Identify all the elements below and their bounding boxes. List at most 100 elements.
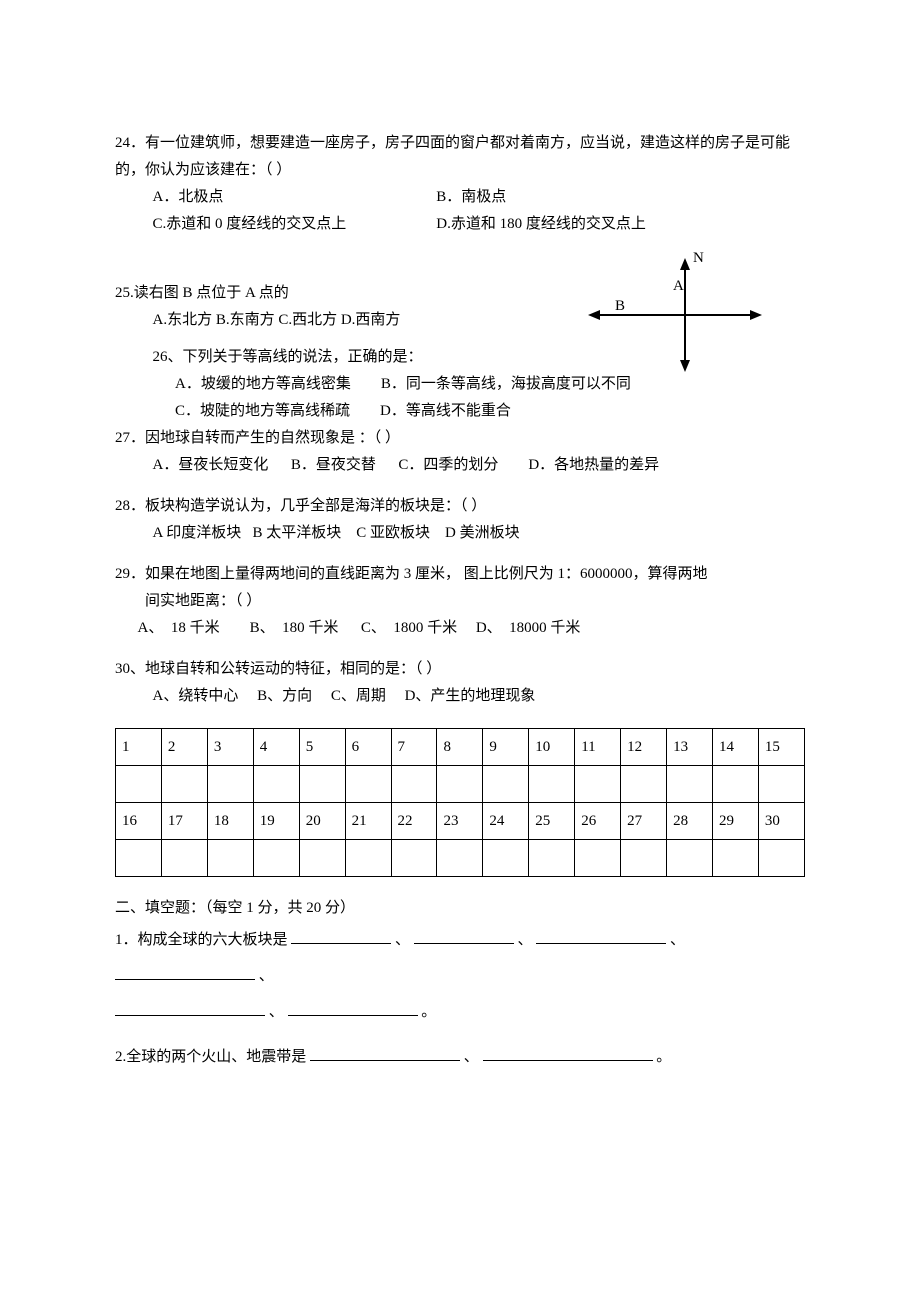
period: 。 xyxy=(421,1004,436,1020)
cell[interactable] xyxy=(116,840,162,877)
cell[interactable] xyxy=(529,840,575,877)
q30-stem: 30、地球自转和公转运动的特征，相同的是：（ ） xyxy=(115,656,805,683)
section2-title: 二、填空题：（每空 1 分，共 20 分） xyxy=(115,895,805,922)
cell: 1 xyxy=(116,729,162,766)
compass-arrow-s xyxy=(680,360,690,372)
q29-stem: 29．如果在地图上量得两地间的直线距离为 3 厘米， 图上比例尺为 1：6000… xyxy=(115,561,805,588)
table-row-blank1 xyxy=(116,766,805,803)
cell: 8 xyxy=(437,729,483,766)
cell: 25 xyxy=(529,803,575,840)
fill-blank[interactable] xyxy=(414,928,514,944)
question-28: 28．板块构造学说认为，几乎全部是海洋的板块是：（ ） A 印度洋板块 B 太平… xyxy=(115,493,805,547)
fill-blank[interactable] xyxy=(288,1000,418,1016)
cell: 14 xyxy=(712,729,758,766)
fill1-text: 1．构成全球的六大板块是 xyxy=(115,932,288,948)
question-30: 30、地球自转和公转运动的特征，相同的是：（ ） A、绕转中心 B、方向 C、周… xyxy=(115,656,805,710)
cell[interactable] xyxy=(621,840,667,877)
q26-opts-cd: C．坡陡的地方等高线稀疏 D．等高线不能重合 xyxy=(115,398,805,425)
cell[interactable] xyxy=(667,840,713,877)
cell: 11 xyxy=(575,729,621,766)
fill-blank[interactable] xyxy=(115,964,255,980)
question-29: 29．如果在地图上量得两地间的直线距离为 3 厘米， 图上比例尺为 1：6000… xyxy=(115,561,805,642)
cell[interactable] xyxy=(667,766,713,803)
fill-blank[interactable] xyxy=(115,1000,265,1016)
compass-label-b: B xyxy=(615,298,625,314)
fill-blank[interactable] xyxy=(310,1045,460,1061)
q27-stem: 27．因地球自转而产生的自然现象是 ：（ ） xyxy=(115,425,805,452)
cell[interactable] xyxy=(253,766,299,803)
cell: 27 xyxy=(621,803,667,840)
cell[interactable] xyxy=(391,766,437,803)
sep: 、 xyxy=(670,932,685,948)
q28-opts: A 印度洋板块 B 太平洋板块 C 亚欧板块 D 美洲板块 xyxy=(115,520,805,547)
cell[interactable] xyxy=(483,766,529,803)
cell[interactable] xyxy=(345,766,391,803)
cell[interactable] xyxy=(621,766,667,803)
cell[interactable] xyxy=(345,840,391,877)
sep: 、 xyxy=(518,932,533,948)
table-row-blank2 xyxy=(116,840,805,877)
cell: 4 xyxy=(253,729,299,766)
cell: 10 xyxy=(529,729,575,766)
compass-arrow-w xyxy=(588,310,600,320)
fill-question-2: 2.全球的两个火山、地震带是 、 。 xyxy=(115,1044,805,1071)
cell[interactable] xyxy=(483,840,529,877)
cell: 29 xyxy=(712,803,758,840)
q29-opts: A、 18 千米 B、 180 千米 C、 1800 千米 D、 18000 千… xyxy=(115,615,805,642)
cell: 19 xyxy=(253,803,299,840)
question-27: 27．因地球自转而产生的自然现象是 ：（ ） A．昼夜长短变化 B．昼夜交替 C… xyxy=(115,425,805,479)
cell: 21 xyxy=(345,803,391,840)
cell[interactable] xyxy=(529,766,575,803)
cell[interactable] xyxy=(391,840,437,877)
cell: 15 xyxy=(758,729,804,766)
cell[interactable] xyxy=(437,766,483,803)
cell: 17 xyxy=(161,803,207,840)
sep: 、 xyxy=(395,932,410,948)
cell[interactable] xyxy=(299,766,345,803)
cell: 23 xyxy=(437,803,483,840)
cell: 13 xyxy=(667,729,713,766)
cell[interactable] xyxy=(758,840,804,877)
cell[interactable] xyxy=(575,840,621,877)
fill2-text: 2.全球的两个火山、地震带是 xyxy=(115,1049,306,1065)
cell[interactable] xyxy=(437,840,483,877)
cell[interactable] xyxy=(758,766,804,803)
fill-blank[interactable] xyxy=(291,928,391,944)
compass-arrow-n xyxy=(680,258,690,270)
compass-arrow-e xyxy=(750,310,762,320)
cell: 5 xyxy=(299,729,345,766)
q24-opts-cd: C.赤道和 0 度经线的交叉点上 D.赤道和 180 度经线的交叉点上 xyxy=(115,211,805,238)
q24-opt-a: A．北极点 xyxy=(153,184,433,211)
cell[interactable] xyxy=(207,840,253,877)
cell[interactable] xyxy=(161,766,207,803)
q29-stem2: 间实地距离：（ ） xyxy=(115,588,805,615)
cell[interactable] xyxy=(116,766,162,803)
cell[interactable] xyxy=(712,840,758,877)
cell: 9 xyxy=(483,729,529,766)
fill-question-1: 1．构成全球的六大板块是 、 、 、 、 、 。 xyxy=(115,922,805,1030)
q24-stem: 24．有一位建筑师，想要建造一座房子，房子四面的窗户都对着南方，应当说，建造这样… xyxy=(115,130,805,184)
cell: 20 xyxy=(299,803,345,840)
compass-label-a: A xyxy=(673,278,684,294)
cell: 26 xyxy=(575,803,621,840)
cell: 18 xyxy=(207,803,253,840)
cell: 3 xyxy=(207,729,253,766)
cell: 16 xyxy=(116,803,162,840)
period: 。 xyxy=(656,1049,671,1065)
cell[interactable] xyxy=(299,840,345,877)
cell: 22 xyxy=(391,803,437,840)
cell[interactable] xyxy=(712,766,758,803)
fill-blank[interactable] xyxy=(536,928,666,944)
question-24: 24．有一位建筑师，想要建造一座房子，房子四面的窗户都对着南方，应当说，建造这样… xyxy=(115,130,805,238)
cell: 12 xyxy=(621,729,667,766)
sep: 、 xyxy=(259,968,274,984)
q28-stem: 28．板块构造学说认为，几乎全部是海洋的板块是：（ ） xyxy=(115,493,805,520)
cell[interactable] xyxy=(207,766,253,803)
fill-blank[interactable] xyxy=(483,1045,653,1061)
cell[interactable] xyxy=(575,766,621,803)
compass-diagram: N A B xyxy=(565,250,765,380)
cell[interactable] xyxy=(253,840,299,877)
cell[interactable] xyxy=(161,840,207,877)
cell: 6 xyxy=(345,729,391,766)
table-row-header2: 16 17 18 19 20 21 22 23 24 25 26 27 28 2… xyxy=(116,803,805,840)
